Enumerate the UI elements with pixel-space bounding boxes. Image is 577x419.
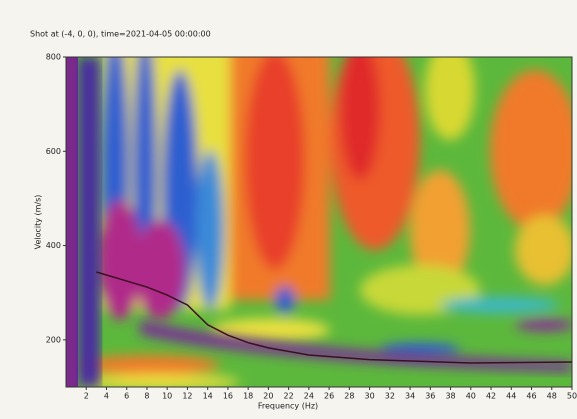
- x-tick-label: 4: [104, 392, 109, 401]
- x-tick-label: 48: [547, 392, 557, 401]
- dispersion-curve: [96, 271, 573, 364]
- x-tick-label: 32: [385, 392, 395, 401]
- x-tick-label: 18: [243, 392, 253, 401]
- y-tick-label: 800: [46, 53, 61, 62]
- x-tick-label: 28: [344, 392, 354, 401]
- x-tick-label: 38: [445, 392, 455, 401]
- x-tick-label: 40: [466, 392, 476, 401]
- y-tick-label: 400: [46, 241, 61, 250]
- x-axis-label: Frequency (Hz): [258, 402, 318, 411]
- x-tick-label: 24: [304, 392, 314, 401]
- x-tick-label: 50: [567, 392, 577, 401]
- x-tick-label: 22: [284, 392, 294, 401]
- x-tick-label: 44: [506, 392, 516, 401]
- y-tick-label: 600: [46, 147, 61, 156]
- x-tick-label: 6: [124, 392, 129, 401]
- x-tick-label: 26: [324, 392, 334, 401]
- chart-title: Shot at (-4, 0, 0), time=2021-04-05 00:0…: [30, 30, 211, 39]
- x-tick-label: 2: [84, 392, 89, 401]
- x-tick-label: 34: [405, 392, 415, 401]
- x-tick-label: 14: [203, 392, 213, 401]
- x-tick-label: 30: [365, 392, 375, 401]
- plot-frame: [65, 56, 573, 388]
- x-tick-label: 46: [526, 392, 536, 401]
- x-tick-label: 12: [182, 392, 192, 401]
- x-tick-label: 20: [263, 392, 273, 401]
- x-tick-label: 8: [144, 392, 149, 401]
- x-tick-label: 10: [162, 392, 172, 401]
- x-tick-label: 16: [223, 392, 233, 401]
- x-tick-label: 42: [486, 392, 496, 401]
- dispersion-image: [66, 57, 572, 387]
- x-tick-label: 36: [425, 392, 435, 401]
- y-axis-label: Velocity (m/s): [34, 195, 43, 250]
- y-tick-label: 200: [46, 335, 61, 344]
